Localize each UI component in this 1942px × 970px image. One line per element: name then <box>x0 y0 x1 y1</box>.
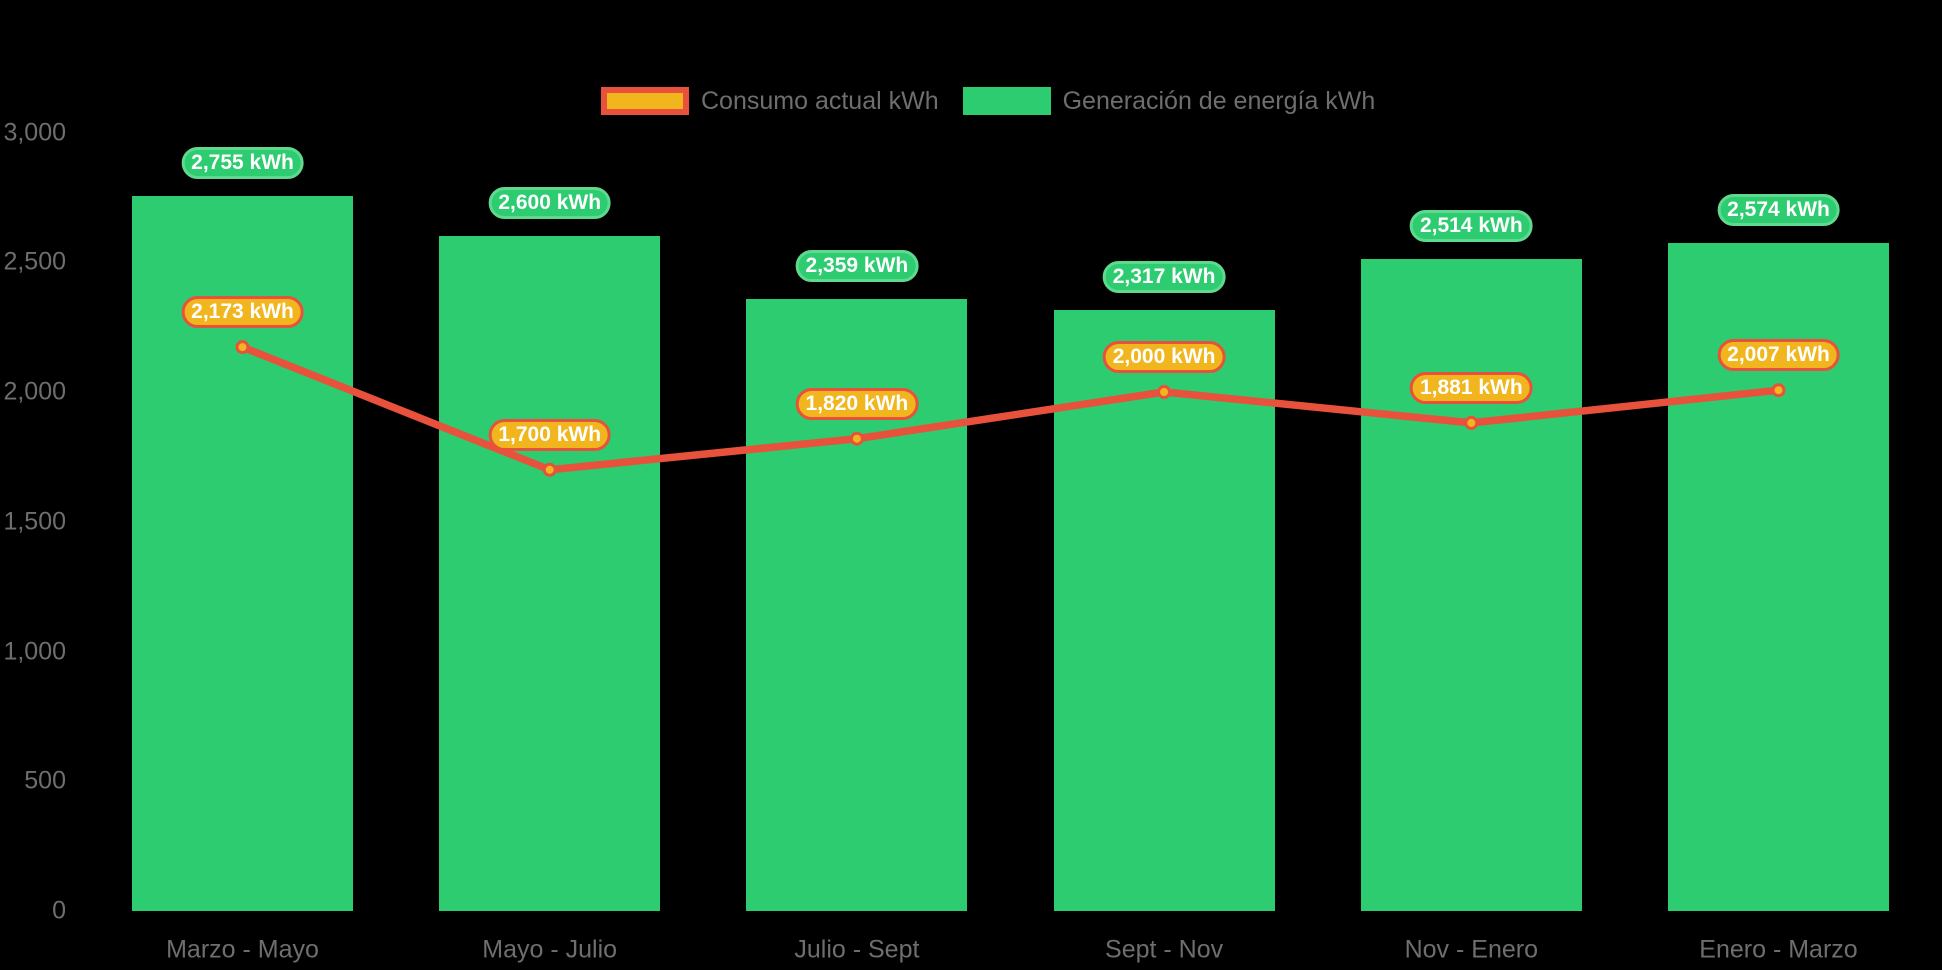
legend-swatch-consumo-icon <box>601 87 689 115</box>
consumption-value-label: 2,007 kWh <box>1717 339 1840 372</box>
y-tick-label: 2,500 <box>3 247 66 276</box>
legend-label-generacion: Generación de energía kWh <box>1062 86 1376 115</box>
generation-bar <box>1360 258 1582 911</box>
legend-item-generacion[interactable]: Generación de energía kWh <box>962 86 1376 116</box>
generation-value-label: 2,574 kWh <box>1717 194 1840 226</box>
consumption-value-label: 1,820 kWh <box>795 387 919 420</box>
x-tick-label: Enero - Marzo <box>1699 935 1858 964</box>
generation-value-label: 2,317 kWh <box>1102 260 1226 293</box>
consumption-point <box>1157 385 1172 399</box>
x-tick-label: Julio - Sept <box>794 935 920 964</box>
consumption-value-label: 1,881 kWh <box>1409 371 1533 404</box>
y-tick-label: 500 <box>24 766 66 795</box>
consumption-value-label: 1,700 kWh <box>488 418 612 451</box>
generation-value-label: 2,755 kWh <box>181 147 304 180</box>
x-tick-label: Sept - Nov <box>1105 935 1224 964</box>
x-tick-label: Nov - Enero <box>1404 935 1538 964</box>
y-tick-label: 2,000 <box>3 377 66 406</box>
y-tick-label: 1,000 <box>3 637 66 665</box>
consumption-value-label: 2,000 kWh <box>1102 341 1226 373</box>
consumption-point <box>1464 415 1479 430</box>
consumption-point <box>542 462 557 477</box>
legend-item-consumo[interactable]: Consumo actual kWh <box>601 87 939 116</box>
x-tick-label: Marzo - Mayo <box>166 935 319 964</box>
generation-bar <box>439 236 661 911</box>
generation-value-label: 2,514 kWh <box>1409 209 1533 242</box>
y-tick-label: 3,000 <box>3 118 66 146</box>
consumption-value-label: 2,173 kWh <box>181 296 304 329</box>
consumption-point <box>1771 383 1786 398</box>
consumption-point <box>849 431 864 446</box>
consumption-line <box>238 343 1783 474</box>
generation-value-label: 2,600 kWh <box>488 187 612 220</box>
generation-bar <box>1053 309 1275 911</box>
x-tick-label: Mayo - Julio <box>482 935 618 964</box>
y-tick-label: 1,500 <box>3 507 66 536</box>
generation-value-label: 2,359 kWh <box>795 249 919 282</box>
legend-swatch-generacion-icon <box>962 87 1051 115</box>
legend-label-consumo: Consumo actual kWh <box>701 86 939 115</box>
y-tick-label: 0 <box>52 896 66 925</box>
chart-legend: Consumo actual kWh Generación de energía… <box>601 87 1375 115</box>
consumption-point <box>235 340 250 355</box>
